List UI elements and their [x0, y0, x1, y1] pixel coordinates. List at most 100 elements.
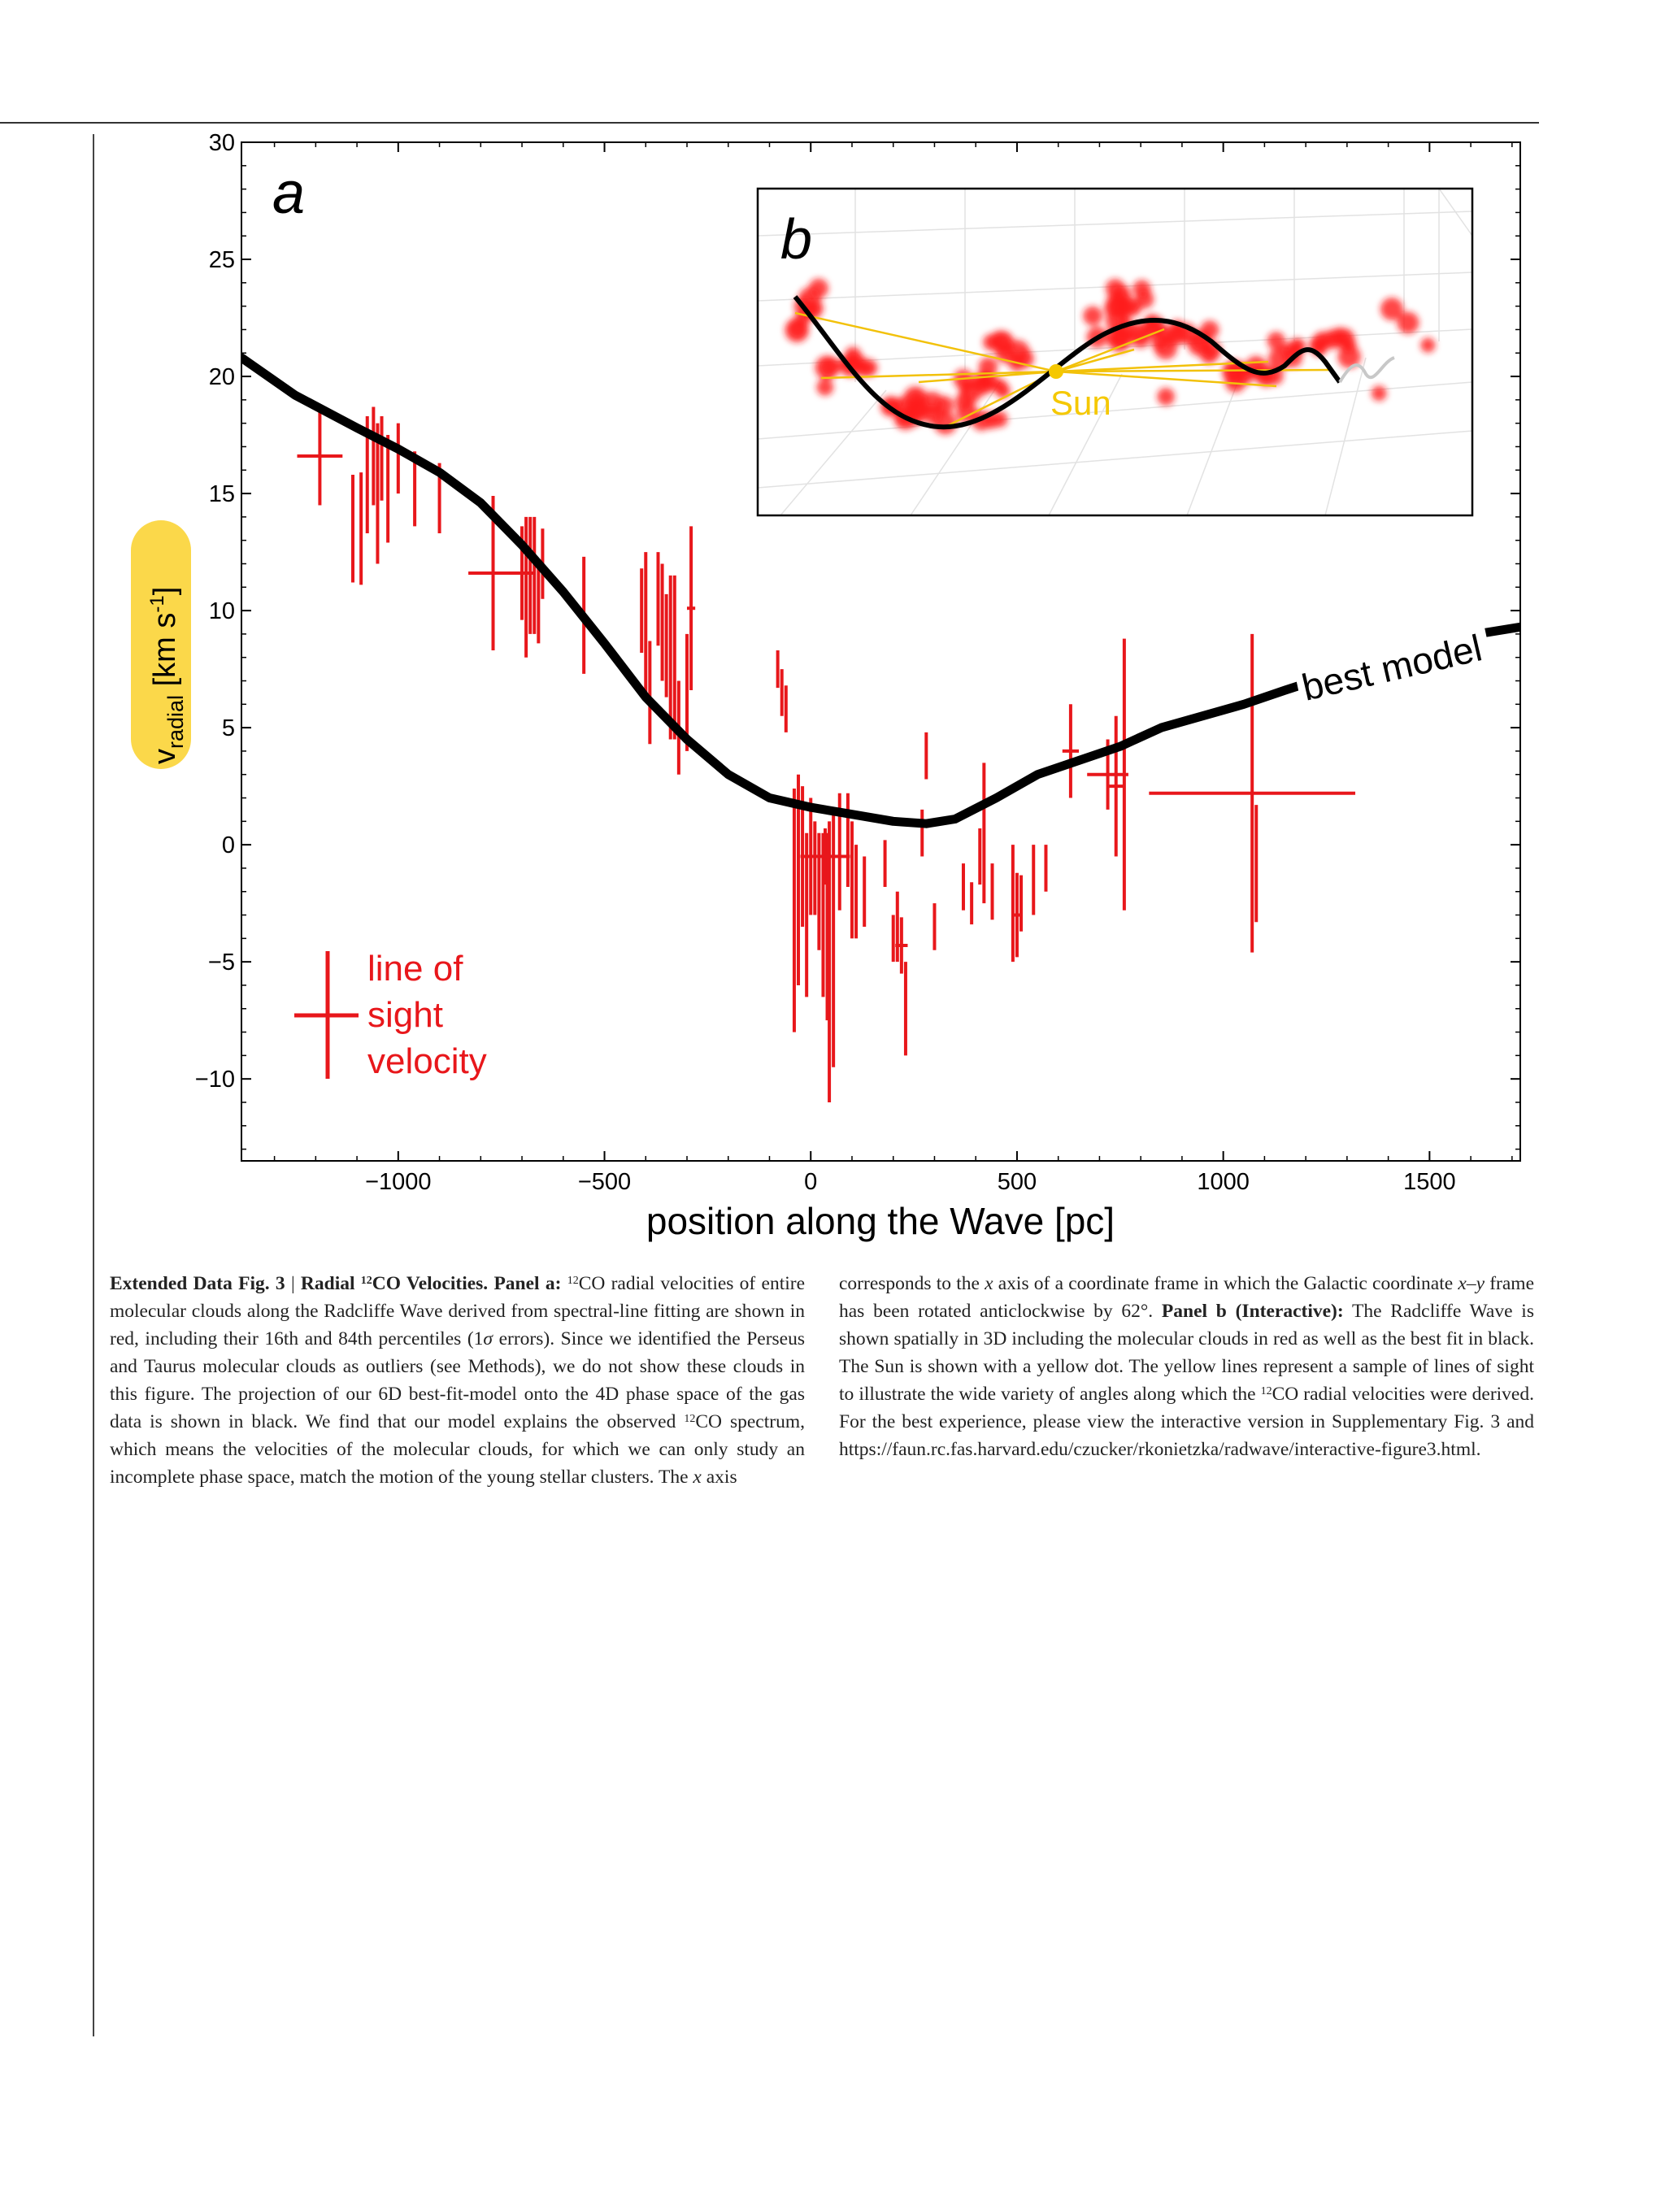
y-label-close: ]: [148, 587, 182, 596]
caption-text: axis: [701, 1467, 737, 1488]
x-axis-label: position along the Wave [pc]: [646, 1200, 1115, 1242]
data-point: [1149, 633, 1356, 953]
inset-cloud: [806, 300, 824, 317]
inset-background: [758, 189, 1472, 515]
svg-text:vradial [km s-1]: vradial [km s-1]: [146, 587, 188, 764]
caption-italic-x: x: [985, 1273, 993, 1294]
data-point: [800, 828, 850, 885]
caption-sup: 12: [1260, 1385, 1272, 1397]
data-point: [1062, 704, 1080, 798]
caption-sup: 12: [684, 1413, 696, 1425]
inset-cloud: [1157, 388, 1175, 406]
x-tick-label: −500: [578, 1169, 631, 1195]
y-axis-label: vradial [km s-1]: [131, 520, 191, 769]
x-tick-label: −1000: [365, 1169, 431, 1195]
inset-cloud: [1111, 285, 1132, 305]
caption-italic-x: x: [693, 1467, 702, 1488]
plot-frame: [241, 141, 1521, 1162]
caption-text: The Radcliffe Wave is shown spatially in…: [839, 1301, 1534, 1405]
y-tick-label: 15: [209, 481, 235, 507]
inset-cloud: [955, 392, 974, 411]
caption-text: CO radial velocities were derived. For t…: [839, 1384, 1534, 1460]
inset-cloud: [1371, 385, 1387, 402]
panel-label-a: a: [272, 161, 305, 226]
legend-label-line-2: sight: [367, 995, 443, 1035]
inset-best-fit-curve: [793, 295, 1342, 430]
caption-text: errors). Since we identified the Perseus…: [110, 1328, 805, 1432]
caption-sup: 12: [567, 1275, 579, 1287]
inset-cloud: [1267, 332, 1285, 350]
data-point: [895, 917, 908, 974]
inset-cloud: [816, 378, 834, 396]
inset-cloud: [820, 356, 841, 377]
inset-cloud: [1083, 306, 1102, 326]
inset-cloud: [1397, 311, 1419, 334]
model-label-gap: [1291, 618, 1496, 719]
y-tick-label: 20: [209, 364, 235, 390]
inset-frame: [756, 187, 1474, 517]
y-label-v: v: [148, 749, 182, 764]
inset-cloud: [785, 318, 809, 343]
page-top-rule: [0, 122, 1539, 124]
inset-cloud: [1420, 337, 1436, 353]
figure: −1000 −500 0 500 1000 1500 −10−5051015202530 …: [131, 130, 1521, 1242]
y-tick-labels: −10 −5 0 5 10 15 20 25 30: [195, 130, 235, 1093]
x-tick-labels: −1000 −500 0 500 1000 1500: [365, 1169, 1456, 1195]
inset-cloud: [978, 357, 998, 376]
y-tick-label: 5: [222, 715, 235, 741]
sun-dot: [1049, 364, 1063, 379]
inset-best-fit-tail: [1338, 356, 1395, 384]
caption-text: corresponds to the: [839, 1273, 985, 1294]
inset-cloud: [1280, 342, 1296, 359]
panel-label-b: b: [780, 207, 812, 271]
page-left-rule: [93, 134, 94, 2036]
y-label-sub: radial: [163, 695, 188, 749]
caption-left-column: Extended Data Fig. 3 | Radial 12CO Veloc…: [110, 1270, 805, 1491]
caption-right-column: corresponds to the x axis of a coordinat…: [839, 1270, 1534, 1463]
inset-cloud: [1313, 331, 1332, 350]
caption-sigma: σ: [483, 1328, 493, 1349]
caption-title: Radial 12CO Velocities.: [300, 1273, 489, 1294]
caption-panel-a-label: Panel a:: [493, 1273, 562, 1294]
caption-fig-label: Extended Data Fig. 3: [110, 1273, 285, 1294]
caption-separator: |: [290, 1273, 295, 1294]
y-axis-label-highlight: [131, 520, 191, 769]
inset-cloud: [959, 378, 974, 393]
y-label-exp: -1: [146, 595, 168, 612]
legend: line of sight velocity: [294, 949, 487, 1081]
data-point: [297, 406, 343, 506]
axis-ticks: [241, 141, 1520, 1161]
inset-cloud: [903, 386, 928, 411]
sun-label: Sun: [1050, 384, 1111, 422]
data-point: [687, 526, 696, 691]
caption-text: CO radial velocities of entire molecular…: [110, 1273, 806, 1349]
y-tick-label: 0: [222, 832, 235, 858]
inset-cloud: [808, 278, 828, 298]
inset-cloud: [1132, 280, 1151, 298]
inset-panel-b: Sun b: [756, 187, 1474, 517]
caption-text: axis of a coordinate frame in which the …: [993, 1273, 1459, 1294]
legend-label-line-1: line of: [367, 949, 463, 989]
y-tick-label: 30: [209, 130, 235, 156]
caption-panel-b-label: Panel b (Interactive):: [1161, 1301, 1344, 1322]
caption-italic-xy: x–y: [1458, 1273, 1485, 1294]
svg-text:line of sight velo: line of sight velocity: [367, 949, 487, 1081]
x-tick-label: 1000: [1197, 1169, 1250, 1195]
caption-text: frame has been rotated anticlockwise by …: [839, 1273, 1534, 1322]
y-tick-label: 10: [209, 598, 235, 624]
x-tick-label: 500: [998, 1169, 1037, 1195]
inset-cloud: [844, 346, 862, 364]
y-tick-label: −10: [195, 1067, 235, 1093]
y-tick-label: 25: [209, 247, 235, 273]
inset-cloud: [1380, 298, 1403, 321]
data-point: [1107, 715, 1124, 857]
y-label-unit: [km s: [148, 613, 182, 687]
inset-cloud: [1337, 345, 1361, 368]
inset-cloud: [1155, 324, 1172, 341]
legend-label-line-3: velocity: [367, 1041, 487, 1081]
inset-molecular-clouds: [785, 278, 1436, 435]
x-tick-label: 1500: [1403, 1169, 1456, 1195]
x-tick-label: 0: [804, 1169, 817, 1195]
caption-text: CO spectrum, which means the velocities …: [110, 1411, 805, 1488]
inset-cloud: [991, 411, 1008, 428]
